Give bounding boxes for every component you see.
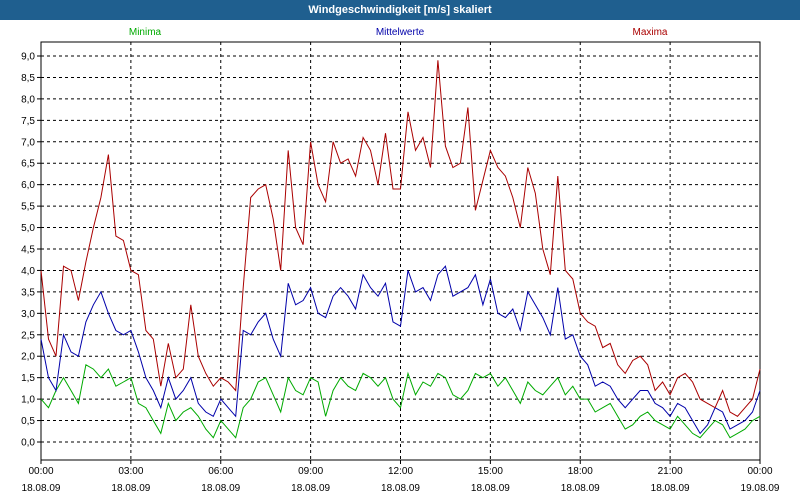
y-tick-label: 7,0 — [21, 137, 35, 148]
y-tick-label: 6,0 — [21, 180, 35, 191]
y-tick-label: 2,0 — [21, 352, 35, 363]
grid-lines — [41, 42, 760, 460]
x-tick-time: 00:00 — [28, 466, 53, 477]
x-tick-time: 03:00 — [118, 466, 143, 477]
x-tick-date: 18.08.09 — [561, 483, 600, 494]
y-tick-label: 7,5 — [21, 116, 35, 127]
x-tick-time: 18:00 — [568, 466, 593, 477]
x-tick-date: 18.08.09 — [651, 483, 690, 494]
y-tick-label: 9,0 — [21, 52, 35, 63]
y-tick-label: 5,0 — [21, 223, 35, 234]
y-tick-label: 0,5 — [21, 416, 35, 427]
y-tick-label: 1,0 — [21, 395, 35, 406]
series-mittelwerte — [40, 265, 761, 435]
y-tick-label: 3,5 — [21, 287, 35, 298]
x-tick-time: 09:00 — [298, 466, 323, 477]
wind-speed-chart: 0,0 0,5 1,0 1,5 2,0 2,5 3,0 3,5 4,0 4,5 5,0 5,5 6,0 6… — [21, 27, 780, 494]
y-tick-label: 5,5 — [21, 202, 35, 213]
x-axis-ticks: 00:00 18.08.09 03:00 18.08.09 06:00 18.08.09 0… — [22, 460, 780, 494]
y-tick-label: 2,5 — [21, 330, 35, 341]
y-tick-label: 4,5 — [21, 245, 35, 256]
x-tick-time: 06:00 — [208, 466, 233, 477]
x-tick-date: 18.08.09 — [111, 483, 150, 494]
y-tick-label: 1,5 — [21, 373, 35, 384]
y-tick-label: 4,0 — [21, 266, 35, 277]
x-tick-time: 21:00 — [658, 466, 683, 477]
y-tick-label: 8,5 — [21, 73, 35, 84]
series-maxima — [40, 60, 761, 417]
x-tick-time: 12:00 — [388, 466, 413, 477]
x-tick-date: 18.08.09 — [22, 483, 61, 494]
x-tick-date: 18.08.09 — [291, 483, 330, 494]
x-tick-date: 19.08.09 — [741, 483, 780, 494]
x-tick-date: 18.08.09 — [471, 483, 510, 494]
x-tick-date: 18.08.09 — [201, 483, 240, 494]
series-lines — [40, 60, 761, 439]
y-tick-label: 3,0 — [21, 309, 35, 320]
y-tick-label: 8,0 — [21, 94, 35, 105]
x-tick-time: 00:00 — [747, 466, 772, 477]
legend-mittelwerte: Mittelwerte — [376, 27, 425, 38]
y-tick-label: 0,0 — [21, 438, 35, 449]
legend-maxima: Maxima — [632, 27, 667, 38]
y-axis-ticks: 0,0 0,5 1,0 1,5 2,0 2,5 3,0 3,5 4,0 4,5 5,0 5,5 6,0 6… — [21, 52, 41, 449]
window-title: Windgeschwindigkeit [m/s] skaliert — [0, 0, 800, 20]
x-tick-date: 18.08.09 — [381, 483, 420, 494]
legend-minima: Minima — [129, 27, 162, 38]
x-tick-time: 15:00 — [478, 466, 503, 477]
y-tick-label: 6,5 — [21, 159, 35, 170]
series-minima — [40, 364, 761, 439]
